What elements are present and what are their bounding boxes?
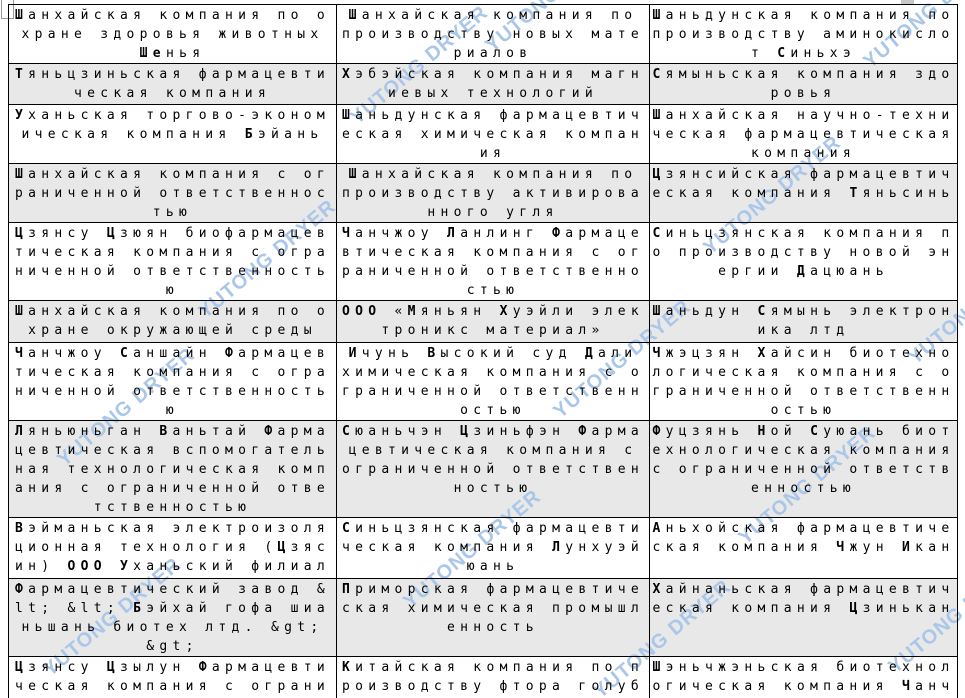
table-cell: Шаньдунская фармацевтическая химическая …: [336, 104, 650, 164]
table-cell: Шанхайская компания по производству новы…: [336, 4, 650, 64]
table-cell: Ляньюньган Ваньтай Фармацевтическая вспо…: [8, 420, 337, 518]
table-cell: Шаньдунская компания по производству ами…: [649, 4, 958, 64]
table-cell: Шанхайская компания по охране здоровья ж…: [8, 4, 337, 64]
top-edge-fragment: [901, 0, 914, 4]
table-row: Тяньцзиньская фармацевтическая компания Х…: [8, 63, 958, 105]
table-cell: Ичунь Высокий суд Дали химическая компан…: [336, 342, 650, 421]
table-cell: Китайская компания по производству фтора…: [336, 656, 650, 698]
table-cell: Уханьская торгово-экономическая компания…: [8, 104, 337, 164]
table-cell: Шанхайская компания с ограниченной ответ…: [8, 163, 337, 223]
table-cell: Вэйманьская электроизоляционная технолог…: [8, 517, 337, 579]
table-row: Фармацевтический завод &lt; &lt; Бэйхай …: [8, 578, 958, 657]
table-cell: Синьцзянская компания по производству но…: [649, 222, 958, 301]
table-cell: Аньхойская фармацевтическая компания Чжу…: [649, 517, 958, 579]
table-cell: Шанхайская компания по производству акти…: [336, 163, 650, 223]
table-cell: Хайнаньская фармацевтическая компания Цз…: [649, 578, 958, 657]
table-row: Вэйманьская электроизоляционная технолог…: [8, 517, 958, 579]
table-cell: ООО «Мяньян Хуэйли электроникс материал»: [336, 300, 650, 343]
table-cell: Чжэцзян Хайсин биотехнологическая компан…: [649, 342, 958, 421]
table-cell: Цзянсу Цзюян биофармацевтическая компани…: [8, 222, 337, 301]
table-cell: Шэньчжэньская биотехнологическая компани…: [649, 656, 958, 698]
table-cell: Тяньцзиньская фармацевтическая компания: [8, 63, 337, 105]
table-row: Цзянсу Цзылун Фармацевтическая компания …: [8, 656, 958, 698]
table-cell: Хэбэйская компания магниевых технологий: [336, 63, 650, 105]
table-cell: Цзянсу Цзылун Фармацевтическая компания …: [8, 656, 337, 698]
table-row: Ляньюньган Ваньтай Фармацевтическая вспо…: [8, 420, 958, 518]
table-cell: Фуцзянь Ной Суюань биотехнологическая ко…: [649, 420, 958, 518]
table-row: Уханьская торгово-экономическая компания…: [8, 104, 958, 164]
table-cell: Чанчжоу Ланлинг Фармацевтическая компани…: [336, 222, 650, 301]
company-table-body: Шанхайская компания по охране здоровья ж…: [8, 4, 958, 698]
table-cell: Приморская фармацевтическая химическая п…: [336, 578, 650, 657]
table-row: Шанхайская компания по охране окружающей…: [8, 300, 958, 343]
company-table: Шанхайская компания по охране здоровья ж…: [8, 4, 958, 698]
table-cell: Шаньдун Сямынь электроника лтд: [649, 300, 958, 343]
table-cell: Сюаньчэн Цзиньфэн Фармацевтическая компа…: [336, 420, 650, 518]
table-row: Чанчжоу Саншайн Фармацевтическая компани…: [8, 342, 958, 421]
table-cell: Фармацевтический завод &lt; &lt; Бэйхай …: [8, 578, 337, 657]
table-row: Шанхайская компания по охране здоровья ж…: [8, 4, 958, 64]
table-cell: Сямыньская компания здоровья: [649, 63, 958, 105]
table-cell: Цзянсийская фармацевтическая компания Тя…: [649, 163, 958, 223]
table-cell: Шанхайская научно-техническая фармацевти…: [649, 104, 958, 164]
table-cell: Шанхайская компания по охране окружающей…: [8, 300, 337, 343]
table-row: Цзянсу Цзюян биофармацевтическая компани…: [8, 222, 958, 301]
table-row: Шанхайская компания с ограниченной ответ…: [8, 163, 958, 223]
table-cell: Чанчжоу Саншайн Фармацевтическая компани…: [8, 342, 337, 421]
table-cell: Синьцзянская фармацевтическая компания Л…: [336, 517, 650, 579]
